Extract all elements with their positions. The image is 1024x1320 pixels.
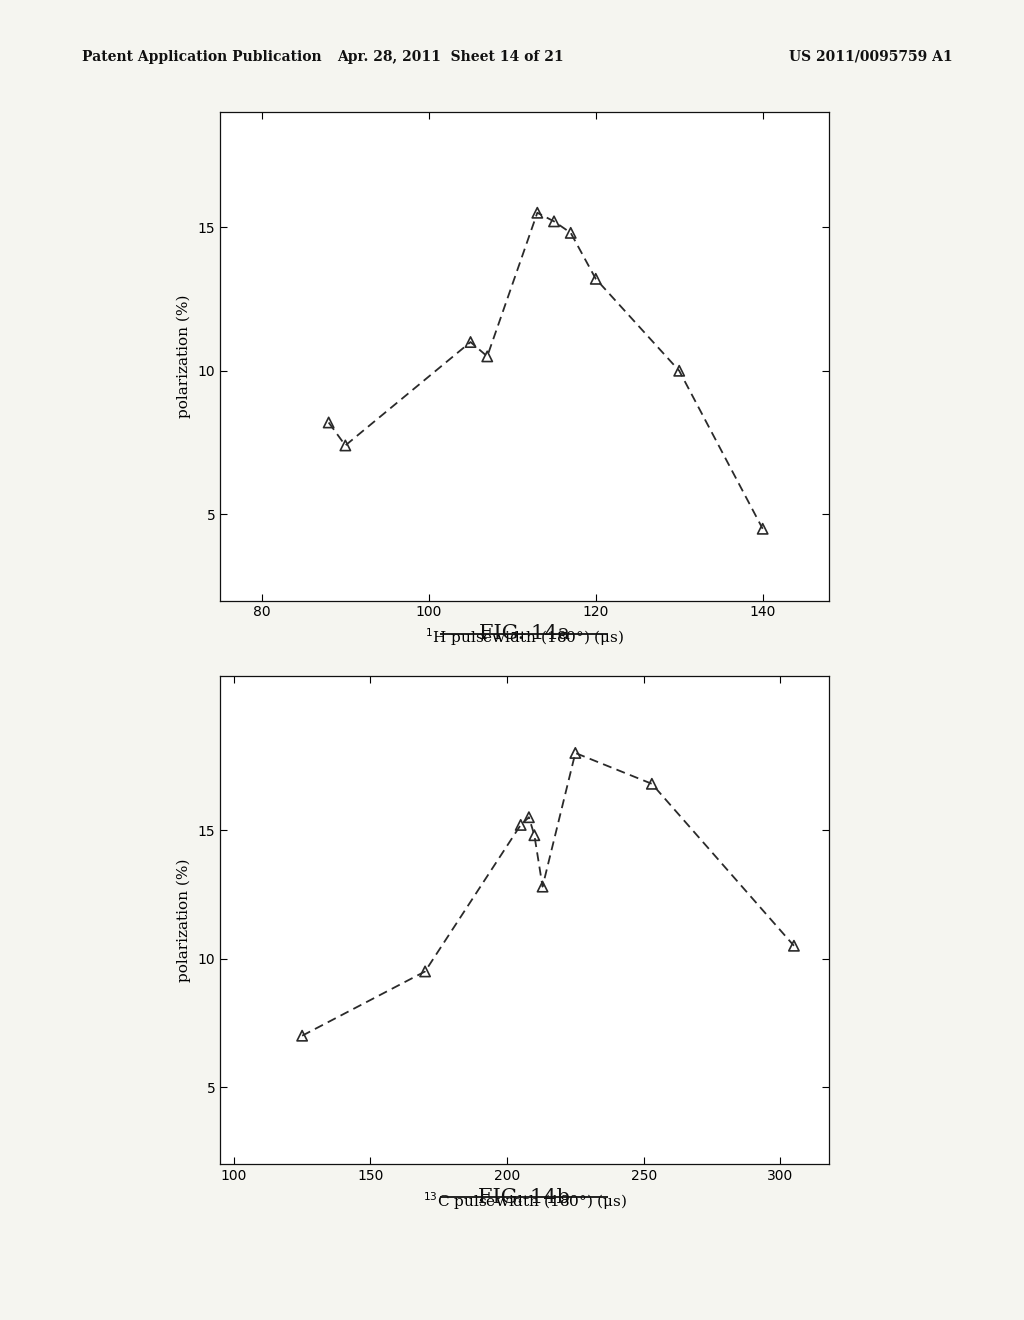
Point: [479, 346, 496, 367]
Point: [294, 1026, 310, 1047]
Point: [567, 742, 584, 763]
Text: Apr. 28, 2011  Sheet 14 of 21: Apr. 28, 2011 Sheet 14 of 21: [337, 50, 564, 63]
Point: [526, 825, 543, 846]
X-axis label: $^{13}$C pulsewidth (180°) (μs): $^{13}$C pulsewidth (180°) (μs): [423, 1191, 627, 1212]
X-axis label: $^{1}$H pulsewidth (180°) (μs): $^{1}$H pulsewidth (180°) (μs): [425, 627, 625, 648]
Point: [512, 814, 528, 836]
Point: [562, 222, 579, 243]
Point: [535, 876, 551, 898]
Point: [546, 211, 562, 232]
Point: [671, 360, 687, 381]
Point: [588, 268, 604, 289]
Text: FIG. 14b: FIG. 14b: [478, 1188, 570, 1206]
Point: [644, 774, 660, 795]
Text: FIG. 14a: FIG. 14a: [479, 624, 569, 643]
Text: Patent Application Publication: Patent Application Publication: [82, 50, 322, 63]
Point: [321, 412, 337, 433]
Point: [529, 202, 546, 223]
Point: [521, 807, 538, 828]
Point: [463, 331, 479, 352]
Point: [785, 935, 802, 956]
Point: [755, 519, 771, 540]
Point: [417, 961, 433, 982]
Point: [337, 434, 353, 455]
Y-axis label: polarization (%): polarization (%): [176, 858, 190, 982]
Text: US 2011/0095759 A1: US 2011/0095759 A1: [788, 50, 952, 63]
Y-axis label: polarization (%): polarization (%): [176, 294, 190, 418]
